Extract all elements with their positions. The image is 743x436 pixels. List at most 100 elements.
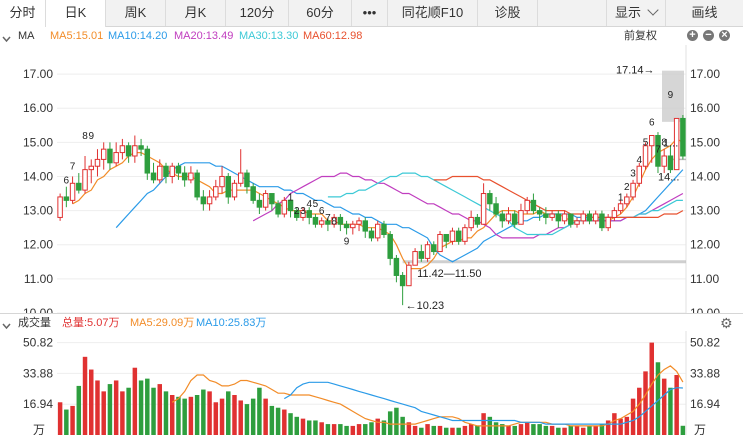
candle-body <box>113 152 119 164</box>
volume-bar <box>95 380 100 435</box>
volume-bar <box>201 389 206 435</box>
candle-body <box>599 213 605 229</box>
volume-bar <box>624 416 630 435</box>
volume-bar <box>319 422 324 435</box>
candle-body <box>505 213 512 222</box>
candle-body <box>88 165 94 171</box>
candle-body <box>624 196 630 205</box>
candle-body <box>356 220 362 225</box>
volume-bar <box>481 413 486 435</box>
right-value-label: 14... <box>658 171 679 183</box>
y-tick-label-left: 14.00 <box>23 169 53 183</box>
collapse-icon[interactable] <box>2 32 11 43</box>
zoom-out-icon[interactable]: − <box>703 30 714 41</box>
candle-body <box>680 117 686 157</box>
volume-bar <box>412 425 418 435</box>
volume-bar <box>263 398 268 435</box>
low-price-label: ←10.23 <box>406 300 445 312</box>
tab-f10[interactable]: 同花顺F10 <box>388 0 478 26</box>
volume-bar <box>207 391 212 435</box>
candle-body <box>424 244 431 259</box>
candle-body <box>262 193 269 208</box>
volume-bar <box>113 380 119 435</box>
candle-body <box>350 223 356 229</box>
volume-bar <box>512 425 517 435</box>
tab-120min[interactable]: 120分 <box>226 0 289 26</box>
volume-bar <box>562 427 567 435</box>
tab-diagnose[interactable]: 诊股 <box>478 0 538 26</box>
candle-body <box>455 230 462 242</box>
candle-body <box>100 148 107 160</box>
tab-fenshi[interactable]: 分时 <box>0 0 46 27</box>
tab-more[interactable]: ••• <box>352 0 388 26</box>
candle-body <box>312 216 319 225</box>
candle-body <box>287 199 294 212</box>
volume-bar <box>257 387 262 435</box>
candle-body <box>237 172 244 184</box>
volume-bar <box>232 395 237 435</box>
volume-bar <box>163 391 169 435</box>
candle-body <box>325 220 331 225</box>
candle-body <box>144 148 151 174</box>
y-tick-label-left: 15.00 <box>23 135 53 149</box>
volume-bar <box>145 378 150 435</box>
candle-body <box>543 213 549 218</box>
tab-60min[interactable]: 60分 <box>289 0 352 26</box>
volume-bar <box>269 405 275 435</box>
zoom-in-icon[interactable]: + <box>687 30 698 41</box>
legend-total-volume: 总量:5.07万 <box>62 317 120 329</box>
candle-body <box>399 274 406 287</box>
y-tick-label-left: 10.00 <box>23 306 53 313</box>
candle-body <box>468 216 474 229</box>
volume-bar <box>213 402 219 435</box>
candle-body <box>188 172 194 181</box>
volume-bar <box>437 425 443 435</box>
draw-line-button[interactable]: 画线 <box>691 5 718 20</box>
volume-bar <box>605 420 611 435</box>
volume-bar <box>581 427 586 435</box>
volume-bar <box>661 378 667 435</box>
volume-bar <box>344 425 349 435</box>
y-tick-label-right: 15.00 <box>690 135 720 149</box>
candle-body <box>649 135 655 147</box>
gear-icon[interactable]: ⚙ <box>720 315 733 331</box>
volume-bar <box>300 418 306 435</box>
candle-body <box>181 172 188 181</box>
volume-bar <box>350 425 356 435</box>
candle-body <box>617 203 624 212</box>
tab-daily-k[interactable]: 日K <box>46 0 106 27</box>
display-label: 显示 <box>614 5 641 20</box>
volume-bar <box>176 396 181 435</box>
chevron-down-icon <box>647 4 659 16</box>
main-legend: MA MA5:15.01 MA10:14.20 MA20:13.49 MA30:… <box>0 27 743 45</box>
volume-bar <box>325 424 331 435</box>
tab-monthly-k[interactable]: 月K <box>166 0 226 26</box>
volume-bar <box>493 422 499 435</box>
candle-body <box>213 186 219 198</box>
y-tick-label-left: 11.00 <box>24 272 53 286</box>
candle-body <box>437 233 443 253</box>
tab-weekly-k[interactable]: 周K <box>106 0 166 26</box>
collapse-icon[interactable] <box>2 319 11 330</box>
candle-body <box>474 216 481 225</box>
volume-bar <box>194 395 200 435</box>
volume-bar <box>363 424 368 435</box>
adjust-label[interactable]: 前复权 <box>624 30 657 42</box>
volume-bar <box>244 404 250 435</box>
volume-bar <box>468 424 474 435</box>
candle-body <box>132 145 138 157</box>
candle-body <box>343 223 350 229</box>
candle-body <box>524 199 530 212</box>
volume-bar <box>443 427 449 435</box>
candle-body <box>661 155 667 167</box>
sequence-marker: 4 <box>306 199 312 210</box>
volume-bar <box>531 424 536 435</box>
ma-line-ma5 <box>72 138 684 270</box>
candle-body <box>169 165 175 177</box>
display-menu[interactable]: 显示 <box>606 0 666 26</box>
candle-body <box>337 216 344 225</box>
candle-body <box>381 223 387 235</box>
close-icon[interactable]: × <box>719 30 730 41</box>
candle-body <box>555 213 562 222</box>
candle-body <box>611 210 618 218</box>
